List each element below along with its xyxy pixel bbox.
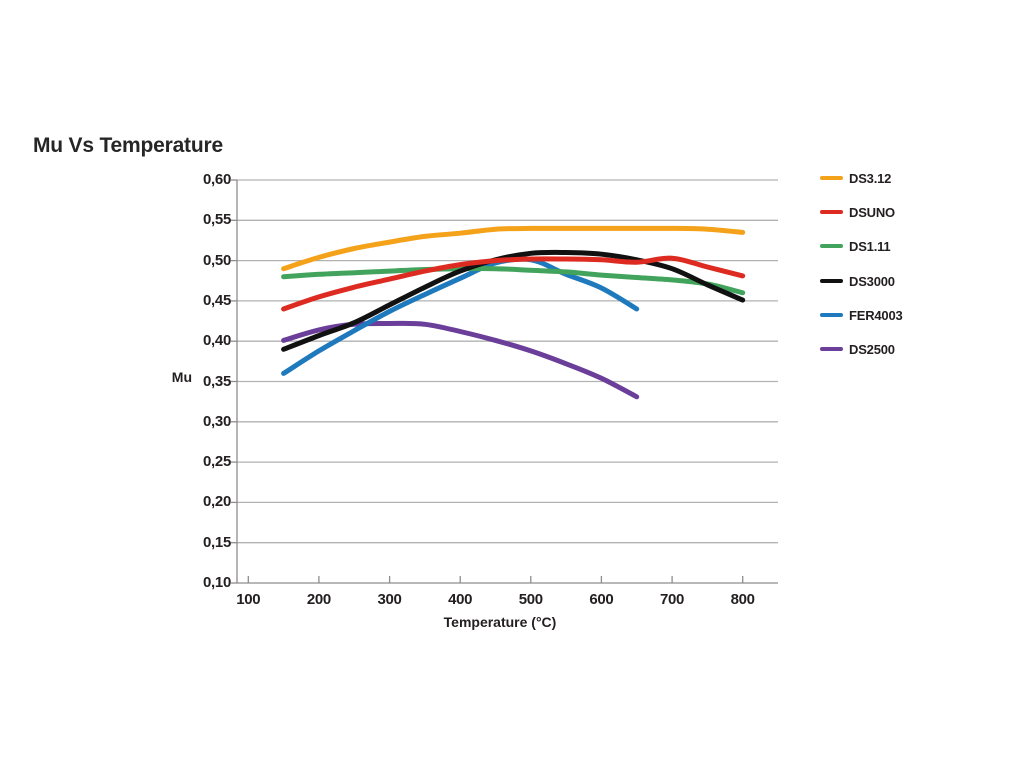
chart-title: Mu Vs Temperature (33, 134, 223, 157)
legend-label-ds3-12: DS3.12 (849, 170, 892, 186)
x-axis-title: Temperature (°C) (443, 614, 557, 630)
legend-label-ds3000: DS3000 (849, 273, 895, 289)
series-line-DS3000 (281, 249, 746, 352)
legend-item-ds3-12: DS3.12 (820, 170, 892, 186)
legend-label-ds1-11: DS1.11 (849, 238, 891, 254)
series-line-DSUNO (281, 255, 746, 312)
series-line-DS3.12 (281, 225, 746, 272)
legend-swatch-fer4003-icon (820, 313, 843, 317)
series-line-DS1.11 (281, 266, 746, 296)
legend-swatch-dsuno-icon (820, 210, 843, 214)
legend-item-ds1-11: DS1.11 (820, 238, 891, 254)
legend-item-dsuno: DSUNO (820, 204, 895, 220)
chart-canvas (231, 179, 778, 584)
legend-item-ds2500: DS2500 (820, 341, 895, 357)
y-axis-title: Mu (171, 369, 192, 385)
legend-item-fer4003: FER4003 (820, 307, 903, 323)
legend-swatch-ds1-11-icon (820, 244, 843, 248)
legend-label-dsuno: DSUNO (849, 204, 895, 220)
series-line-FER4003 (281, 256, 640, 376)
legend-label-fer4003: FER4003 (849, 307, 903, 323)
legend-swatch-ds3000-icon (820, 279, 843, 283)
legend-label-ds2500: DS2500 (849, 341, 895, 357)
legend-swatch-ds3-12-icon (820, 176, 843, 180)
legend-swatch-ds2500-icon (820, 347, 843, 351)
legend-item-ds3000: DS3000 (820, 273, 895, 289)
